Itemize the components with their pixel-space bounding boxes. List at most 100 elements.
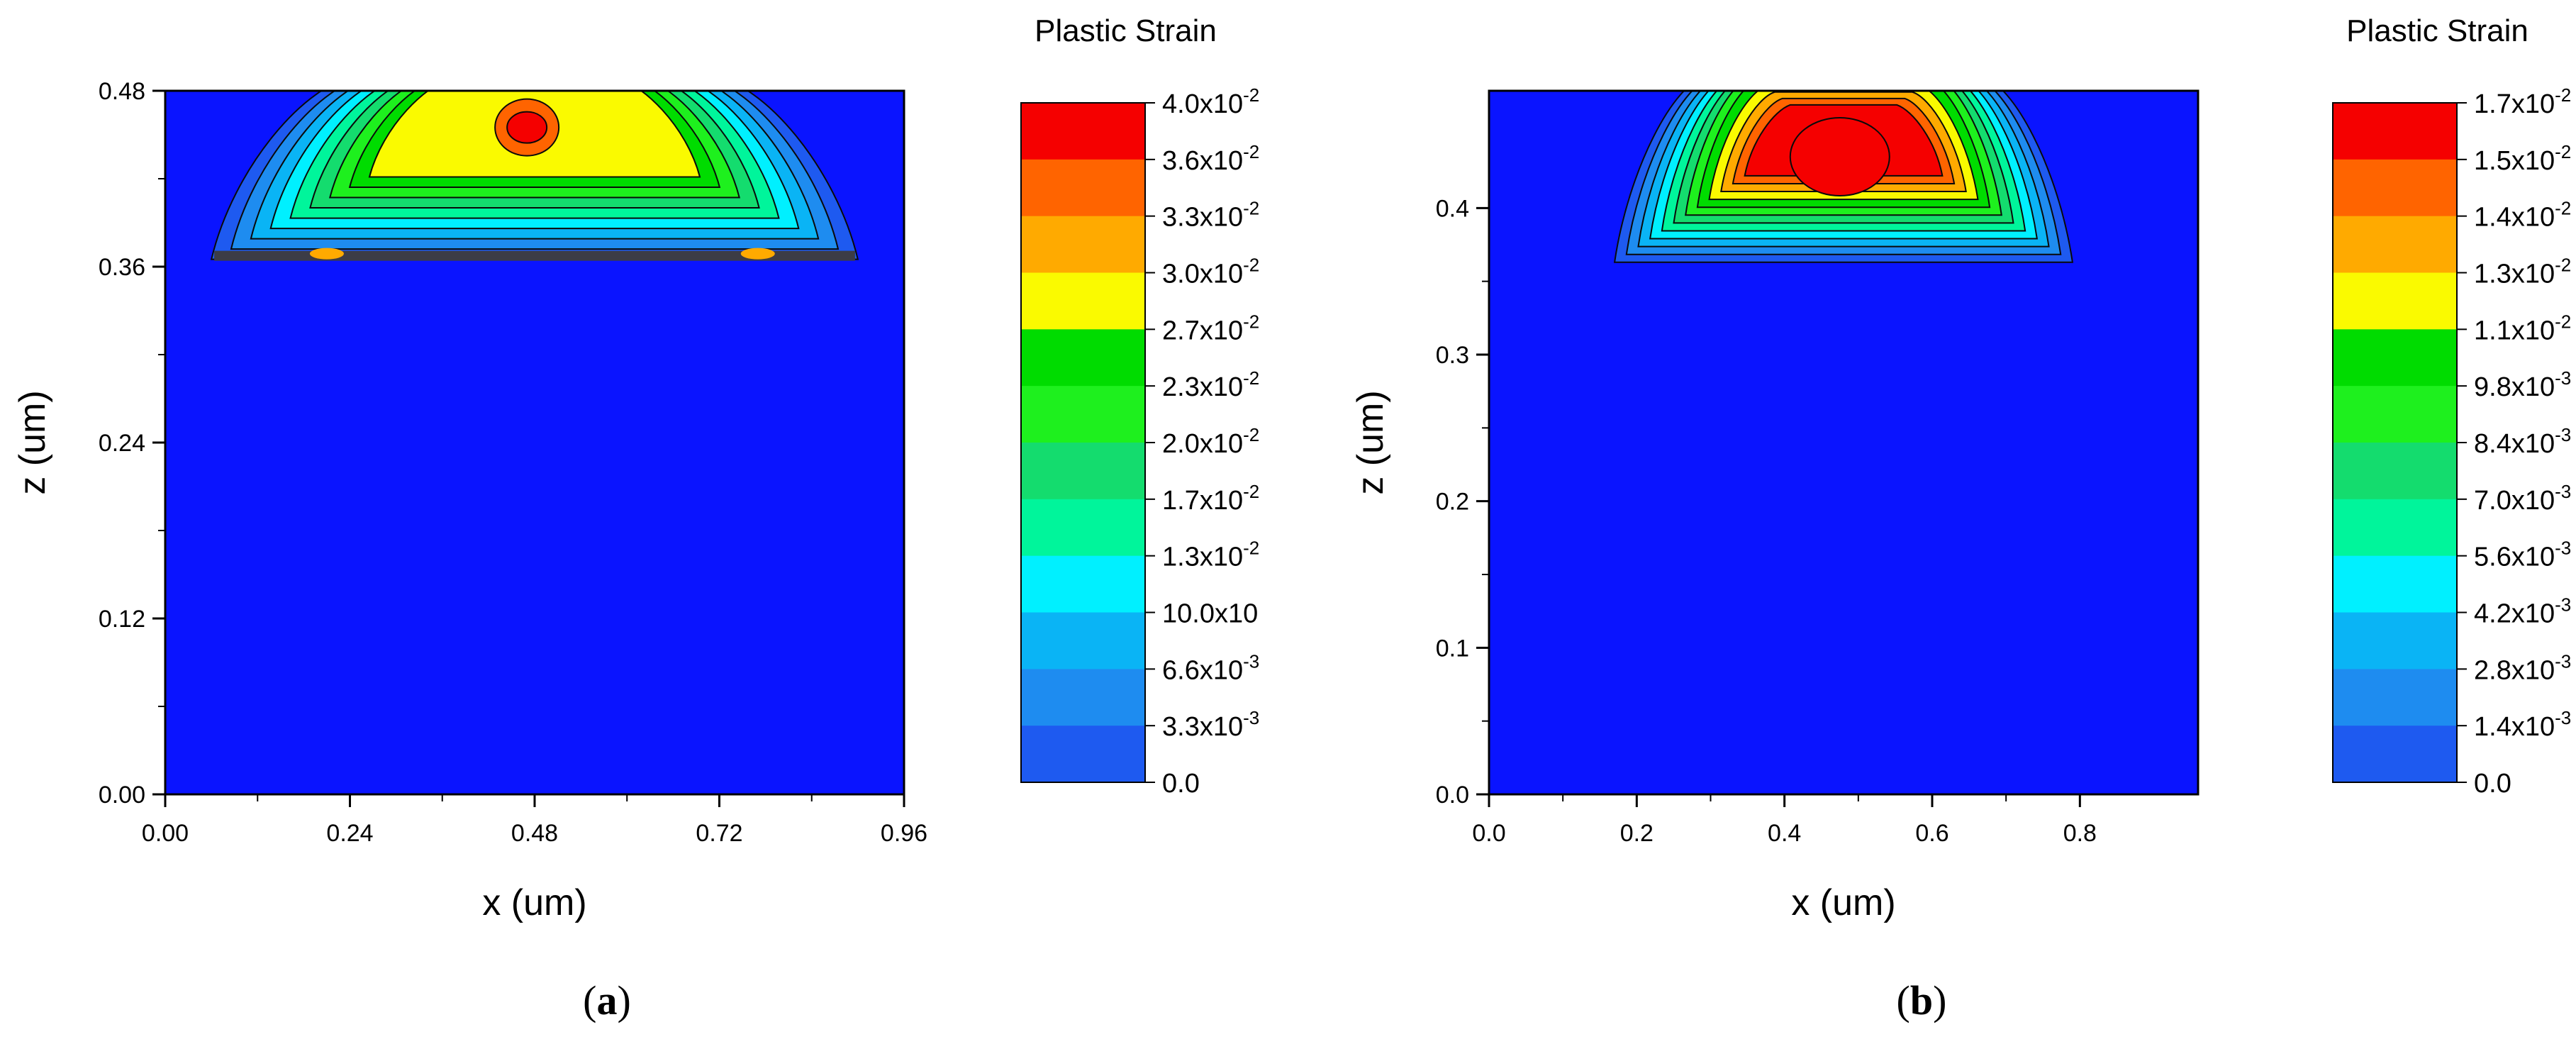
colorbar-label-a-8: 1.3x10-2 [1162, 538, 1259, 572]
colorbar-exponent-a-5: -2 [1243, 367, 1259, 389]
colorbar-title-a: Plastic Strain [1035, 13, 1217, 48]
colorbar-label-a-7: 1.7x10-2 [1162, 481, 1259, 516]
colorbar-exponent-a-6: -2 [1243, 424, 1259, 445]
colorbar-exponent-a-1: -2 [1243, 141, 1259, 162]
colorbar-band-a-4 [1021, 329, 1145, 387]
strain-peak-core-a [506, 111, 548, 144]
colorbar-exponent-b-11: -3 [2555, 707, 2571, 728]
colorbar-band-b-1 [2333, 159, 2457, 217]
edge-hotspot-a-1 [740, 248, 775, 260]
colorbar-label-a-12: 0.0 [1162, 769, 1200, 799]
contour-plot-a [165, 91, 904, 794]
colorbar-band-a-1 [1021, 159, 1145, 217]
y-tick-label-a-4: 0.48 [99, 78, 145, 105]
x-tick-label-b-1: 0.2 [1620, 820, 1654, 847]
colorbar-exponent-b-0: -2 [2555, 84, 2571, 106]
y-tick-label-a-3: 0.36 [99, 254, 145, 281]
x-tick-label-b-4: 0.8 [2063, 820, 2097, 847]
y-tick-label-a-1: 0.12 [99, 606, 145, 633]
colorbar-exponent-b-3: -2 [2555, 255, 2571, 276]
colorbar-mantissa-a-4: 2.7x10 [1162, 316, 1243, 345]
colorbar-label-a-11: 3.3x10-3 [1162, 707, 1259, 742]
colorbar-exponent-b-8: -3 [2555, 538, 2571, 559]
colorbar-band-b-5 [2333, 386, 2457, 443]
x-tick-label-a-3: 0.72 [696, 820, 742, 847]
colorbar-label-a-4: 2.7x10-2 [1162, 311, 1259, 345]
colorbar-label-b-7: 7.0x10-3 [2474, 481, 2571, 516]
colorbar-label-b-4: 1.1x10-2 [2474, 311, 2571, 345]
colorbar-band-b-9 [2333, 612, 2457, 670]
colorbar-exponent-a-8: -2 [1243, 538, 1259, 559]
colorbar-band-b-10 [2333, 669, 2457, 726]
colorbar-mantissa-b-5: 9.8x10 [2474, 372, 2555, 402]
panel-letter-b: b [1910, 977, 1933, 1023]
y-tick-label-a-2: 0.24 [99, 430, 145, 457]
panel-caption-b: (b) [1897, 977, 1947, 1023]
colorbar-label-b-2: 1.4x10-2 [2474, 198, 2571, 233]
colorbar-title-b: Plastic Strain [2346, 13, 2528, 48]
colorbar-band-a-11 [1021, 726, 1145, 783]
colorbar-band-b-11 [2333, 726, 2457, 783]
x-tick-label-b-2: 0.4 [1768, 820, 1801, 847]
colorbar-b: 1.7x10-21.5x10-21.4x10-21.3x10-21.1x10-2… [2332, 84, 2571, 799]
colorbar-band-b-3 [2333, 272, 2457, 330]
colorbar-label-b-5: 9.8x10-3 [2474, 367, 2571, 402]
colorbar-label-b-3: 1.3x10-2 [2474, 255, 2571, 289]
colorbar-mantissa-a-7: 1.7x10 [1162, 486, 1243, 516]
x-axis-label-b: x (um) [1791, 882, 1895, 923]
contour-plot-b [1489, 91, 2198, 794]
panel-b: 0.0 0.2 0.4 0.6 0.8 0.0 0.1 0.2 0.3 0.4 x (um) z… [1350, 13, 2571, 1023]
plot-frame-b [1488, 89, 2199, 796]
colorbar-mantissa-a-8: 1.3x10 [1162, 543, 1243, 572]
panel-a: 0.00 0.24 0.48 0.72 0.96 0.00 0.12 0.24 0.36 0.4… [12, 13, 1259, 1023]
colorbar-band-a-9 [1021, 612, 1145, 670]
colorbar-band-a-7 [1021, 499, 1145, 557]
colorbar-mantissa-a-9: 10.0x10 [1162, 599, 1258, 629]
colorbar-band-b-8 [2333, 555, 2457, 613]
colorbar-exponent-a-7: -2 [1243, 481, 1259, 502]
colorbar-band-a-3 [1021, 272, 1145, 330]
colorbar-label-a-10: 6.6x10-3 [1162, 650, 1259, 685]
colorbar-band-a-2 [1021, 216, 1145, 273]
colorbar-mantissa-b-12: 0.0 [2474, 769, 2511, 799]
colorbar-mantissa-b-1: 1.5x10 [2474, 146, 2555, 176]
y-axis-label-b: z (um) [1350, 390, 1391, 494]
colorbar-mantissa-a-1: 3.6x10 [1162, 146, 1243, 176]
y-axis-label-a: z (um) [12, 390, 53, 494]
colorbar-a: 4.0x10-23.6x10-23.3x10-23.0x10-22.7x10-2… [1020, 84, 1259, 799]
colorbar-label-b-8: 5.6x10-3 [2474, 538, 2571, 572]
colorbar-exponent-a-4: -2 [1243, 311, 1259, 332]
y-tick-label-a-0: 0.00 [99, 782, 145, 809]
colorbar-mantissa-b-3: 1.3x10 [2474, 260, 2555, 289]
colorbar-mantissa-b-7: 7.0x10 [2474, 486, 2555, 516]
x-ticks-a: 0.00 0.24 0.48 0.72 0.96 [142, 794, 927, 847]
colorbar-band-b-2 [2333, 216, 2457, 273]
colorbar-band-a-6 [1021, 443, 1145, 500]
y-tick-label-b-1: 0.1 [1436, 635, 1469, 662]
edge-hotspot-a-0 [309, 248, 344, 260]
y-tick-label-b-3: 0.3 [1436, 342, 1469, 369]
colorbar-mantissa-a-6: 2.0x10 [1162, 429, 1243, 459]
colorbar-mantissa-b-8: 5.6x10 [2474, 543, 2555, 572]
colorbar-band-b-4 [2333, 329, 2457, 387]
colorbar-label-a-2: 3.3x10-2 [1162, 198, 1259, 233]
y-ticks-b: 0.0 0.1 0.2 0.3 0.4 [1436, 195, 1489, 809]
colorbar-mantissa-a-0: 4.0x10 [1162, 89, 1243, 119]
x-tick-label-b-0: 0.0 [1472, 820, 1505, 847]
colorbar-mantissa-a-3: 3.0x10 [1162, 260, 1243, 289]
colorbar-mantissa-b-6: 8.4x10 [2474, 429, 2555, 459]
colorbar-exponent-b-7: -3 [2555, 481, 2571, 502]
panel-caption-a: (a) [583, 977, 631, 1023]
colorbar-label-a-6: 2.0x10-2 [1162, 424, 1259, 459]
colorbar-mantissa-a-11: 3.3x10 [1162, 712, 1243, 742]
colorbar-exponent-b-6: -3 [2555, 424, 2571, 445]
colorbar-mantissa-a-5: 2.3x10 [1162, 372, 1243, 402]
colorbar-label-b-6: 8.4x10-3 [2474, 424, 2571, 459]
colorbar-label-a-1: 3.6x10-2 [1162, 141, 1259, 176]
y-ticks-a: 0.00 0.12 0.24 0.36 0.48 [99, 78, 165, 809]
colorbar-exponent-b-4: -2 [2555, 311, 2571, 332]
colorbar-band-b-7 [2333, 499, 2457, 557]
colorbar-exponent-a-11: -3 [1243, 707, 1259, 728]
bottom-edge-band-a [214, 250, 855, 261]
colorbar-exponent-a-0: -2 [1243, 84, 1259, 106]
